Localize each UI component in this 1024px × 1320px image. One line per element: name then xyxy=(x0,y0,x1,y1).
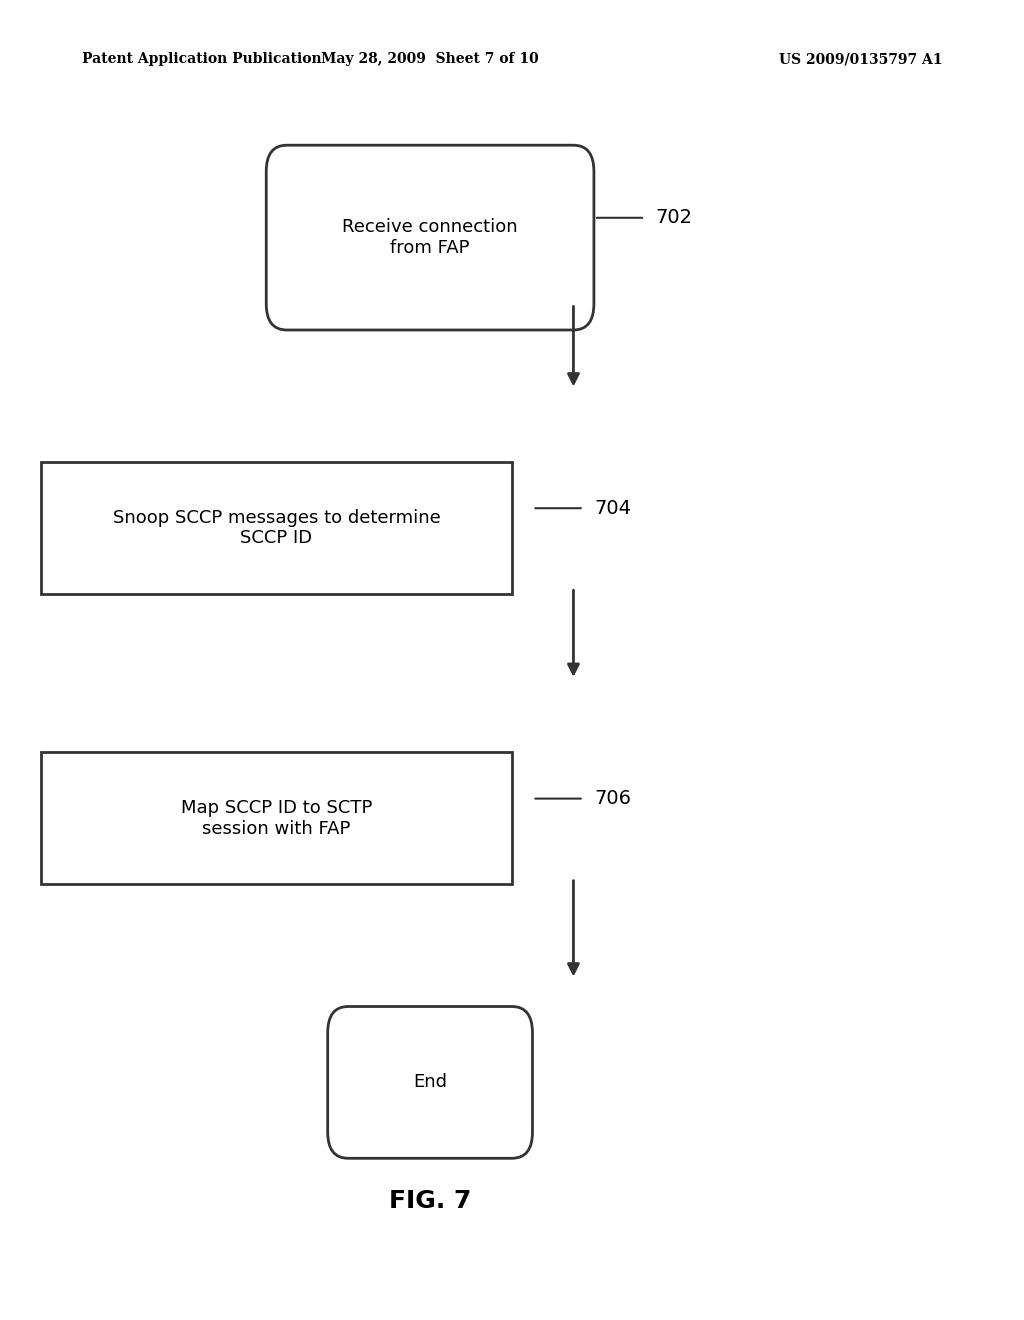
Text: End: End xyxy=(413,1073,447,1092)
Text: 702: 702 xyxy=(655,209,692,227)
Text: FIG. 7: FIG. 7 xyxy=(389,1189,471,1213)
Text: May 28, 2009  Sheet 7 of 10: May 28, 2009 Sheet 7 of 10 xyxy=(322,53,539,66)
Text: 704: 704 xyxy=(594,499,631,517)
FancyBboxPatch shape xyxy=(328,1006,532,1159)
Bar xyxy=(41,752,512,884)
Bar xyxy=(41,462,512,594)
FancyBboxPatch shape xyxy=(266,145,594,330)
Text: 706: 706 xyxy=(594,789,631,808)
Text: Patent Application Publication: Patent Application Publication xyxy=(82,53,322,66)
Text: US 2009/0135797 A1: US 2009/0135797 A1 xyxy=(778,53,942,66)
Text: Receive connection
from FAP: Receive connection from FAP xyxy=(342,218,518,257)
Text: Snoop SCCP messages to determine
SCCP ID: Snoop SCCP messages to determine SCCP ID xyxy=(113,508,440,548)
Text: Map SCCP ID to SCTP
session with FAP: Map SCCP ID to SCTP session with FAP xyxy=(181,799,372,838)
